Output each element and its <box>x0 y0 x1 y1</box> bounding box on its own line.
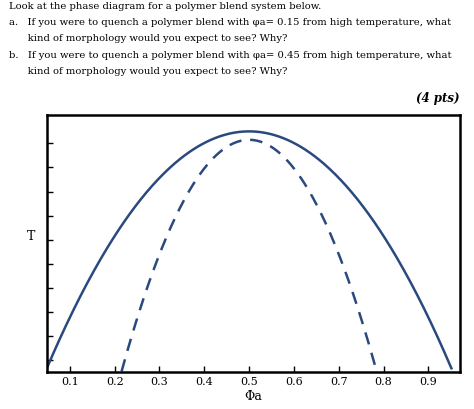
Text: Look at the phase diagram for a polymer blend system below.: Look at the phase diagram for a polymer … <box>9 2 322 11</box>
Text: a.   If you were to quench a polymer blend with φa= 0.15 from high temperature, : a. If you were to quench a polymer blend… <box>9 18 452 27</box>
Y-axis label: T: T <box>27 230 36 243</box>
X-axis label: Φa: Φa <box>245 390 263 403</box>
Text: (4 pts): (4 pts) <box>416 92 460 105</box>
Text: kind of morphology would you expect to see? Why?: kind of morphology would you expect to s… <box>9 67 288 76</box>
Text: b.   If you were to quench a polymer blend with φa= 0.45 from high temperature, : b. If you were to quench a polymer blend… <box>9 51 452 60</box>
Text: kind of morphology would you expect to see? Why?: kind of morphology would you expect to s… <box>9 34 288 43</box>
